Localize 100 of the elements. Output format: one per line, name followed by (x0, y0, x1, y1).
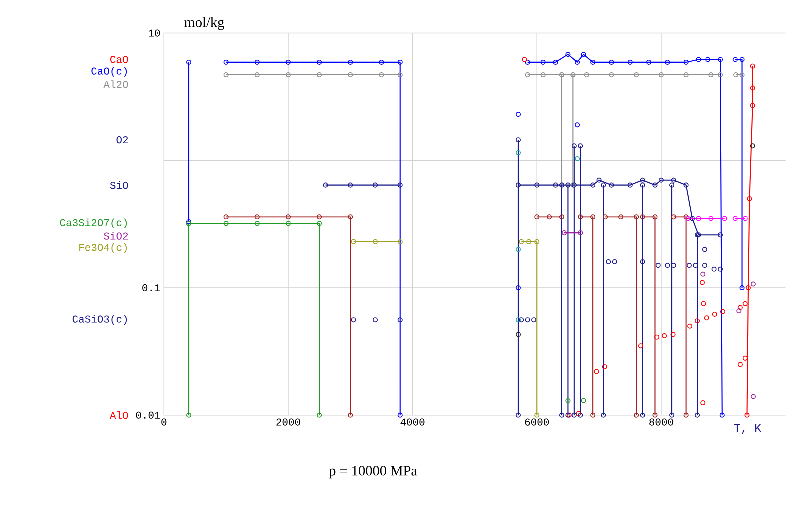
point (694, 318, 700, 324)
point (553, 60, 558, 66)
point (652, 214, 658, 220)
point (566, 182, 571, 188)
point (348, 60, 354, 66)
point (559, 412, 565, 418)
point (640, 182, 646, 188)
point (700, 280, 706, 286)
text: Al2O (104, 80, 128, 88)
point (638, 344, 644, 349)
point (750, 282, 756, 287)
point (348, 214, 354, 220)
point (702, 247, 708, 252)
point (372, 318, 378, 323)
point (750, 103, 756, 108)
point (525, 60, 530, 66)
point (654, 334, 660, 340)
point (572, 144, 577, 149)
point (670, 332, 676, 338)
point (712, 266, 717, 272)
point (628, 60, 633, 66)
text: CaSiO3(c) (72, 315, 128, 325)
point (628, 182, 633, 188)
point (656, 263, 661, 268)
y-axis-title: mol/kg (184, 17, 224, 30)
point (516, 318, 521, 323)
point (640, 260, 646, 265)
point (700, 272, 706, 277)
point (348, 412, 354, 418)
point (742, 301, 748, 306)
point (186, 412, 192, 418)
point (684, 72, 689, 78)
point (566, 52, 571, 58)
text: Ca3Si2O7(c) (60, 218, 128, 229)
point (317, 60, 322, 66)
point (584, 72, 590, 78)
point (740, 57, 745, 62)
point (581, 52, 586, 58)
point (590, 412, 596, 418)
point (718, 72, 724, 78)
point (348, 182, 354, 188)
point (254, 214, 260, 220)
text: AlO (110, 412, 128, 420)
point (351, 318, 356, 323)
point (688, 324, 693, 329)
point (696, 216, 702, 222)
point (738, 305, 743, 310)
point (750, 86, 756, 91)
point (578, 144, 584, 149)
point (732, 57, 738, 62)
point (526, 239, 532, 244)
point (286, 221, 291, 226)
point (634, 214, 640, 220)
point (590, 214, 596, 220)
point (590, 60, 596, 66)
point (718, 57, 724, 62)
point (747, 196, 752, 202)
point (534, 239, 540, 244)
point (398, 182, 403, 188)
point (534, 182, 540, 188)
point (522, 57, 528, 62)
point (670, 412, 675, 418)
point (602, 214, 608, 220)
point (704, 316, 710, 321)
point (701, 301, 706, 306)
point (534, 214, 540, 220)
point (750, 144, 756, 149)
point (712, 312, 718, 318)
point (736, 308, 742, 314)
point (671, 214, 676, 220)
text: CaO (110, 56, 128, 64)
point (317, 221, 322, 226)
point (665, 263, 670, 268)
point (590, 182, 596, 188)
point (720, 309, 726, 314)
point (286, 214, 291, 220)
point (525, 318, 530, 323)
point (516, 247, 521, 252)
point (693, 263, 698, 268)
x-tick-label: 6000 (525, 418, 550, 426)
point (372, 182, 378, 188)
point (732, 216, 738, 222)
point (398, 318, 403, 323)
point (398, 72, 403, 78)
point (665, 60, 670, 66)
x-axis-title: T, K (734, 424, 762, 434)
point (658, 178, 664, 183)
text: CaO(c) (92, 67, 128, 77)
text: SiO (110, 182, 128, 190)
point (746, 286, 752, 291)
point (575, 156, 580, 162)
point (601, 182, 606, 188)
point (516, 286, 521, 291)
point (640, 412, 646, 418)
point (700, 400, 706, 406)
point (575, 122, 580, 128)
point (696, 57, 702, 62)
text: Fe3O4(c) (80, 244, 128, 254)
point (684, 182, 689, 188)
point (609, 182, 614, 188)
